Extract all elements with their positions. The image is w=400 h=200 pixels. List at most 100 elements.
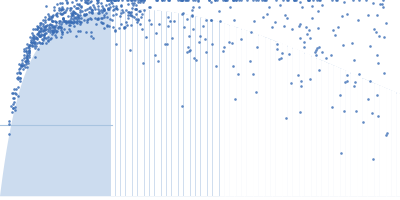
Point: [101, 8, 108, 12]
Point: [89, 9, 95, 12]
Point: [342, 80, 348, 83]
Point: [137, 0, 143, 3]
Point: [183, 0, 189, 2]
Point: [28, 40, 34, 43]
Point: [246, 60, 253, 63]
Point: [299, 6, 306, 9]
Point: [45, 35, 51, 39]
Point: [120, 26, 127, 29]
Point: [70, 21, 76, 24]
Point: [212, 0, 218, 2]
Point: [48, 15, 55, 18]
Point: [94, 0, 100, 2]
Point: [50, 30, 56, 33]
Point: [295, 73, 301, 76]
Point: [33, 37, 40, 40]
Point: [129, 2, 135, 5]
Point: [30, 36, 36, 39]
Point: [91, 5, 97, 9]
Point: [130, 0, 137, 2]
Point: [129, 7, 136, 10]
Point: [113, 6, 119, 9]
Point: [13, 93, 20, 96]
Point: [64, 30, 70, 33]
Point: [253, 91, 260, 94]
Point: [32, 56, 38, 59]
Point: [131, 1, 137, 5]
Point: [41, 27, 48, 30]
Point: [376, 35, 382, 38]
Point: [196, 34, 203, 37]
Point: [46, 16, 52, 20]
Point: [32, 28, 38, 31]
Point: [318, 3, 325, 6]
Point: [315, 26, 322, 29]
Point: [178, 0, 184, 2]
Point: [95, 0, 101, 2]
Point: [71, 20, 77, 23]
Point: [223, 0, 230, 2]
Point: [189, 8, 196, 12]
Point: [135, 18, 142, 21]
Point: [133, 7, 139, 11]
Point: [109, 4, 116, 7]
Point: [76, 3, 82, 6]
Point: [104, 0, 111, 2]
Point: [6, 120, 13, 123]
Point: [68, 16, 74, 19]
Point: [353, 109, 359, 112]
Point: [316, 0, 322, 2]
Point: [103, 24, 110, 28]
Point: [226, 41, 232, 44]
Point: [127, 13, 133, 16]
Point: [164, 25, 171, 28]
Point: [70, 11, 76, 14]
Point: [82, 0, 88, 3]
Point: [43, 25, 49, 28]
Point: [312, 48, 319, 51]
Point: [30, 33, 36, 37]
Point: [36, 34, 43, 37]
Point: [46, 25, 52, 28]
Point: [52, 20, 58, 23]
Point: [52, 34, 58, 37]
Point: [24, 45, 31, 48]
Point: [73, 15, 79, 18]
Point: [113, 5, 119, 8]
Point: [48, 28, 55, 32]
Point: [101, 7, 107, 10]
Point: [124, 11, 131, 14]
Point: [17, 79, 24, 83]
Point: [107, 0, 114, 2]
Point: [26, 49, 32, 52]
Point: [88, 0, 94, 2]
Point: [82, 8, 88, 11]
Point: [19, 64, 26, 67]
Point: [200, 24, 207, 27]
Point: [67, 29, 74, 33]
Point: [360, 121, 366, 124]
Point: [50, 13, 56, 16]
Point: [125, 17, 131, 20]
Point: [272, 21, 278, 24]
Point: [112, 29, 118, 32]
Point: [56, 20, 62, 23]
Point: [88, 11, 95, 14]
Point: [95, 1, 102, 4]
Point: [123, 8, 130, 11]
Point: [85, 10, 92, 14]
Point: [371, 27, 377, 30]
Point: [56, 24, 62, 27]
Point: [34, 32, 40, 35]
Point: [69, 21, 75, 24]
Point: [164, 15, 171, 18]
Point: [128, 23, 134, 27]
Point: [206, 0, 212, 2]
Point: [53, 29, 60, 32]
Point: [38, 29, 44, 32]
Point: [40, 33, 47, 36]
Point: [71, 21, 77, 24]
Point: [143, 35, 150, 38]
Point: [74, 7, 80, 10]
Point: [344, 74, 350, 77]
